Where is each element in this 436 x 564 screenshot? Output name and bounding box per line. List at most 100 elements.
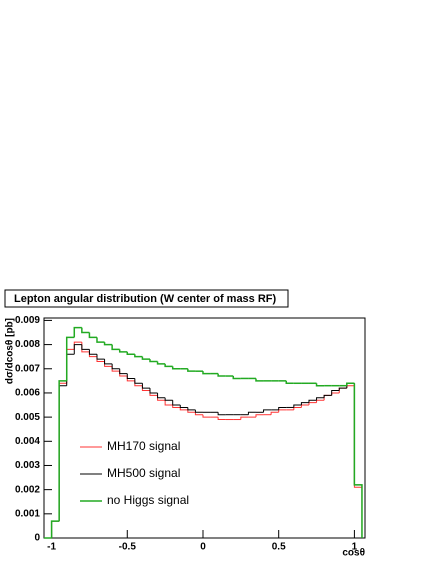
histogram-step bbox=[58, 380, 67, 522]
histogram-step bbox=[270, 411, 279, 415]
histogram-step bbox=[346, 385, 355, 389]
histogram-step bbox=[179, 405, 188, 408]
histogram-step bbox=[293, 406, 302, 410]
histogram-step bbox=[156, 361, 166, 365]
y-tick-label: 0.004 bbox=[15, 436, 40, 447]
y-tick-label: 0.009 bbox=[15, 315, 40, 326]
y-tick-label: 0 bbox=[34, 533, 40, 544]
histogram-step bbox=[346, 382, 355, 386]
legend-label: MH170 signal bbox=[107, 439, 180, 453]
histogram-step bbox=[111, 363, 120, 370]
legend-label: MH500 signal bbox=[107, 466, 180, 480]
histogram-step bbox=[187, 368, 196, 372]
histogram-step bbox=[308, 402, 317, 406]
histogram-step bbox=[217, 417, 226, 421]
histogram-step bbox=[187, 407, 196, 411]
histogram-step bbox=[103, 342, 113, 346]
y-axis-label: dσ/dcosθ [pb] bbox=[5, 318, 16, 384]
y-tick-label: 0.001 bbox=[15, 508, 40, 519]
plot-frame bbox=[43, 317, 366, 539]
y-tick-label: 0.005 bbox=[15, 412, 40, 423]
histogram-step bbox=[247, 411, 256, 415]
histogram-step bbox=[134, 354, 143, 358]
histogram-step bbox=[285, 380, 294, 385]
histogram-step bbox=[157, 392, 166, 399]
histogram-step bbox=[149, 359, 158, 363]
histogram-step bbox=[338, 387, 347, 391]
histogram-step bbox=[255, 378, 264, 382]
histogram-step bbox=[232, 376, 241, 380]
y-tick-label: 0.006 bbox=[15, 388, 40, 399]
histogram-step bbox=[300, 402, 309, 406]
histogram-step bbox=[58, 385, 67, 522]
x-tick-label: 0 bbox=[200, 542, 206, 553]
x-tick-label: 0.5 bbox=[272, 542, 286, 553]
x-tick-label: -1 bbox=[47, 542, 56, 553]
histogram-step bbox=[202, 414, 211, 418]
x-tick-label: 1 bbox=[352, 542, 358, 553]
histogram-step bbox=[240, 416, 249, 420]
histogram-step bbox=[81, 344, 90, 350]
histogram-step bbox=[50, 520, 60, 538]
histogram-step bbox=[194, 412, 203, 416]
histogram-step bbox=[308, 399, 317, 403]
histogram-step bbox=[316, 399, 325, 403]
histogram-step bbox=[81, 342, 90, 353]
histogram-step bbox=[119, 368, 128, 375]
histogram-step bbox=[202, 371, 211, 375]
histogram-step bbox=[65, 336, 75, 381]
x-tick-label: -0.5 bbox=[119, 542, 137, 553]
legend-label: no Higgs signal bbox=[107, 493, 189, 507]
histogram-step bbox=[164, 397, 173, 401]
histogram-step bbox=[353, 383, 363, 538]
histogram-step bbox=[179, 407, 188, 411]
histogram-step bbox=[331, 392, 340, 396]
histogram-step bbox=[293, 404, 302, 408]
histogram-step bbox=[96, 354, 105, 360]
histogram-step bbox=[149, 388, 158, 394]
histogram-step bbox=[58, 382, 67, 522]
histogram-step bbox=[81, 327, 90, 334]
histogram-step bbox=[118, 349, 128, 353]
histogram-step bbox=[263, 409, 272, 413]
histogram-step bbox=[66, 353, 75, 386]
histogram-step bbox=[323, 394, 332, 398]
histogram-step bbox=[111, 344, 120, 351]
y-tick-label: 0.003 bbox=[15, 460, 40, 471]
histogram-step bbox=[172, 400, 181, 406]
histogram-step bbox=[73, 341, 82, 350]
histogram-step bbox=[353, 385, 363, 538]
title-box bbox=[4, 289, 289, 308]
histogram-step bbox=[171, 366, 181, 370]
chart-title: Lepton angular distribution (W center of… bbox=[14, 293, 277, 305]
histogram-step bbox=[331, 390, 340, 396]
histogram-step bbox=[194, 409, 203, 413]
y-tick-label: 0.007 bbox=[15, 363, 40, 374]
histogram-step bbox=[51, 520, 60, 538]
histogram-step bbox=[187, 409, 196, 413]
histogram-step bbox=[73, 344, 82, 355]
histogram-step bbox=[141, 356, 150, 360]
histogram-step bbox=[217, 412, 226, 416]
histogram-step bbox=[164, 400, 173, 406]
histogram-step bbox=[126, 351, 135, 356]
histogram-step bbox=[164, 363, 173, 368]
histogram-step bbox=[315, 383, 325, 387]
histogram-step bbox=[104, 359, 113, 365]
x-axis-label: cosθ bbox=[342, 548, 365, 559]
histogram-step bbox=[126, 373, 135, 379]
histogram-step bbox=[88, 332, 97, 339]
histogram-step bbox=[300, 404, 309, 408]
histogram-step bbox=[255, 414, 264, 418]
histogram-step bbox=[338, 387, 347, 393]
histogram-step bbox=[73, 326, 82, 338]
y-tick-label: 0.008 bbox=[15, 339, 40, 350]
y-tick-label: 0.002 bbox=[15, 484, 40, 495]
histogram-step bbox=[172, 405, 181, 408]
histogram-step bbox=[353, 383, 363, 538]
histogram-step bbox=[278, 406, 287, 410]
histogram-step bbox=[51, 520, 60, 538]
